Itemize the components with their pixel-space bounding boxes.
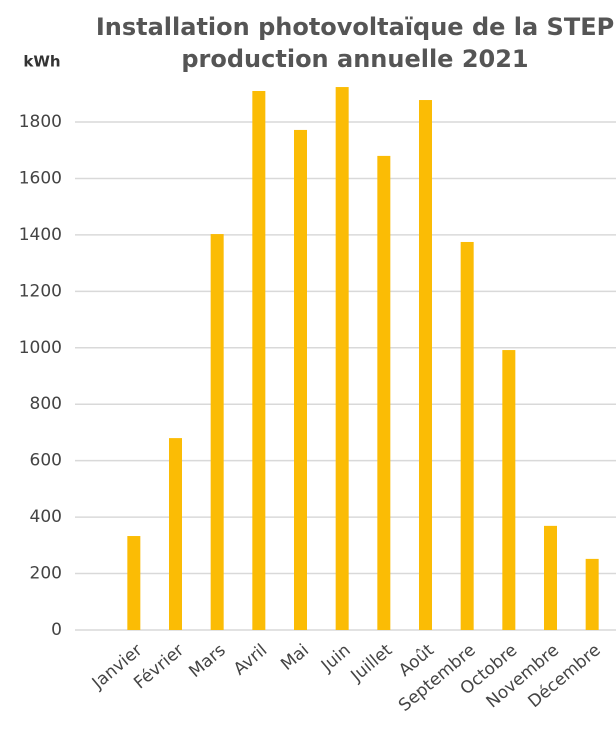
bar: [252, 90, 266, 631]
x-tick-label: Avril: [230, 640, 271, 679]
y-tick-label: 0: [51, 620, 62, 640]
x-tick-label: Juillet: [347, 640, 397, 686]
bar: [544, 525, 557, 630]
x-tick-label: Mars: [185, 640, 229, 682]
bar: [419, 100, 432, 631]
y-tick-label: 1600: [19, 168, 62, 188]
bar: [585, 558, 599, 630]
y-tick-label: 1800: [19, 112, 62, 132]
y-tick-label: 800: [30, 394, 62, 414]
bar: [377, 155, 391, 631]
bar: [127, 536, 141, 630]
bar: [460, 241, 474, 630]
bar: [502, 350, 516, 630]
y-tick-label: 1200: [19, 281, 62, 301]
chart-title: production annuelle 2021: [181, 45, 528, 73]
chart-title: Installation photovoltaïque de la STEP: [96, 13, 614, 41]
y-tick-label: 600: [30, 451, 62, 471]
x-tick-label: Mai: [277, 640, 313, 674]
y-tick-label: 400: [30, 507, 62, 527]
bar: [169, 438, 182, 630]
y-tick-label: 1400: [19, 225, 62, 245]
bar: [294, 129, 307, 631]
bar: [335, 87, 349, 631]
y-axis-label: kWh: [23, 53, 60, 71]
y-tick-label: 200: [30, 564, 62, 584]
bar: [210, 234, 224, 630]
y-tick-label: 1000: [19, 338, 62, 358]
